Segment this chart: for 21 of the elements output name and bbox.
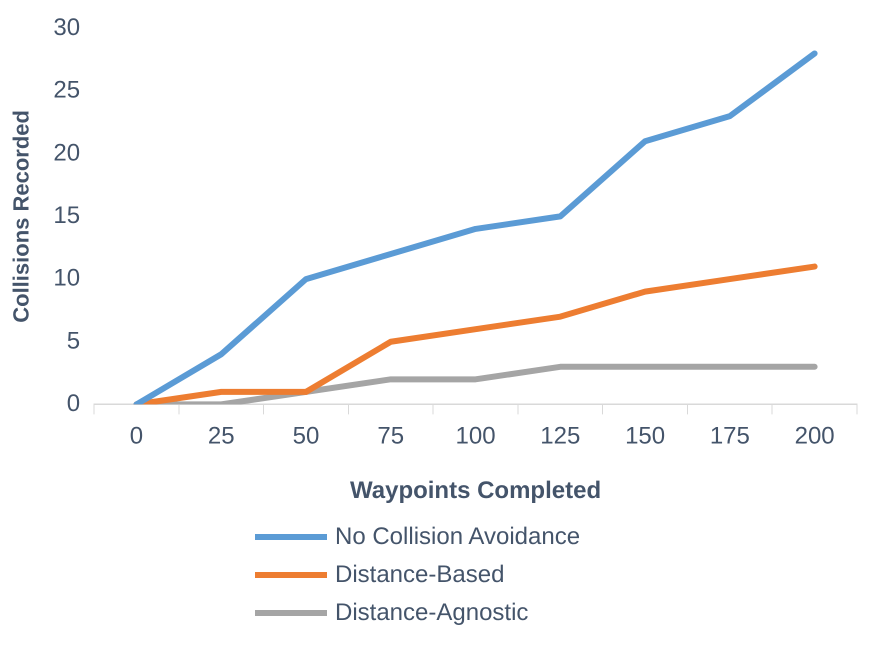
x-axis-title: Waypoints Completed (350, 477, 602, 504)
y-tick-label: 5 (66, 327, 80, 354)
x-tick-label: 25 (208, 422, 235, 450)
x-tick-label: 50 (292, 422, 320, 450)
y-tick-label: 15 (53, 202, 80, 230)
y-tick-label: 30 (53, 14, 80, 42)
x-tick-label: 125 (540, 422, 580, 450)
x-tick-label: 175 (710, 422, 750, 450)
x-tick-label: 200 (794, 422, 835, 450)
y-tick-label: 25 (53, 76, 80, 104)
x-tick-label: 75 (377, 422, 404, 450)
x-tick-label: 100 (456, 422, 496, 450)
y-tick-label: 10 (53, 264, 80, 292)
y-tick-label: 20 (53, 139, 80, 166)
x-tick-label: 0 (130, 422, 144, 450)
x-tick-label: 150 (625, 422, 666, 450)
y-axis-title: Collisions Recorded (8, 110, 34, 323)
y-tick-label: 0 (66, 390, 80, 418)
legend-label: Distance-Agnostic (335, 599, 528, 627)
legend-label: Distance-Based (335, 561, 504, 589)
legend-label: No Collision Avoidance (335, 523, 580, 551)
